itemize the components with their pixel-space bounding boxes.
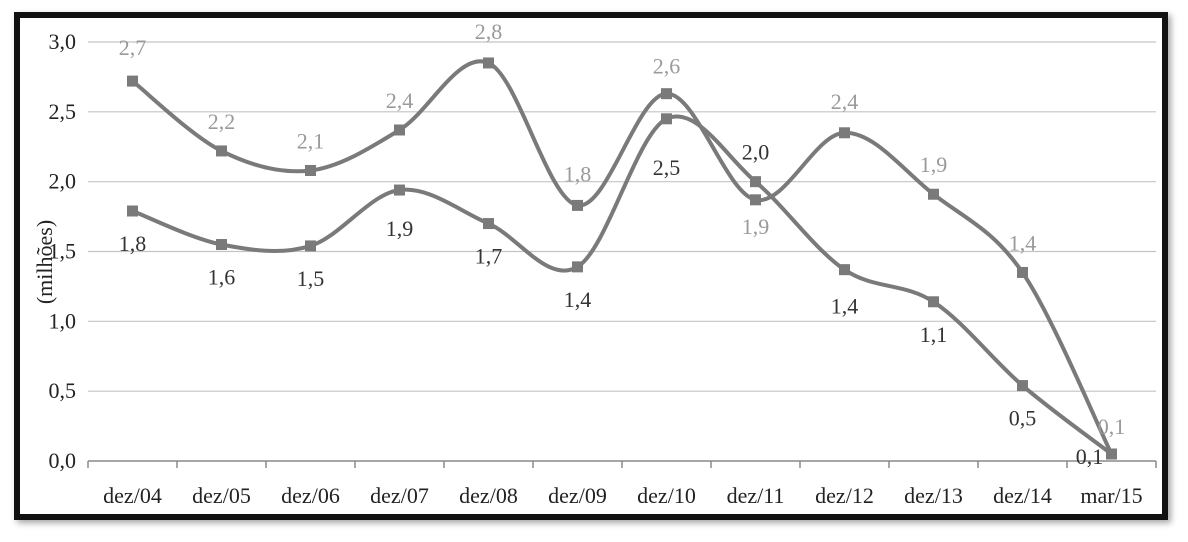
- x-tick-label: dez/11: [727, 483, 785, 508]
- data-label: 1,1: [920, 322, 948, 347]
- y-tick-label: 0,5: [49, 378, 77, 403]
- data-label: 2,2: [208, 109, 236, 134]
- data-point-marker: [483, 57, 494, 69]
- data-point-marker: [305, 240, 316, 252]
- data-label: 2,4: [831, 89, 859, 114]
- data-point-marker: [394, 124, 405, 136]
- data-label: 1,8: [119, 231, 147, 256]
- data-label: 2,4: [386, 88, 414, 113]
- x-tick-label: mar/15: [1080, 483, 1142, 508]
- x-tick-label: dez/13: [904, 483, 963, 508]
- data-point-marker: [216, 239, 227, 251]
- data-point-marker: [661, 113, 672, 125]
- data-label: 1,9: [386, 216, 414, 241]
- axes: 0,0 0,5 1,0 1,5 2,0 2,5 3,0 dez/04 dez/05 dez/06 d…: [49, 29, 1157, 508]
- x-tick-label: dez/12: [815, 483, 874, 508]
- y-tick-label: 2,5: [49, 99, 77, 124]
- data-label: 2,1: [297, 128, 325, 153]
- data-label: 1,9: [920, 152, 948, 177]
- data-label: 2,0: [742, 140, 770, 165]
- data-label: 2,7: [119, 35, 147, 60]
- data-point-marker: [394, 184, 405, 196]
- x-tick-label: dez/06: [281, 483, 340, 508]
- data-point-marker: [127, 205, 138, 217]
- data-label: 1,9: [742, 214, 770, 239]
- data-point-marker: [305, 164, 316, 176]
- data-label: 2,5: [653, 155, 681, 180]
- y-tick-label: 3,0: [49, 29, 77, 54]
- y-tick-label: 1,5: [49, 239, 77, 264]
- chart-frame: [14, 12, 1168, 520]
- data-label: 1,4: [564, 287, 592, 312]
- data-point-marker: [750, 194, 761, 206]
- data-point-marker: [1106, 448, 1117, 460]
- x-tick-label: dez/14: [993, 483, 1052, 508]
- data-point-marker: [216, 145, 227, 157]
- x-tick-label: dez/04: [103, 483, 162, 508]
- x-tick-label: dez/08: [459, 483, 518, 508]
- data-label: 2,8: [475, 19, 503, 44]
- series-line: [131, 114, 1113, 456]
- data-label: 1,6: [208, 265, 236, 290]
- data-point-marker: [750, 176, 761, 188]
- data-point-marker: [572, 199, 583, 211]
- data-label: 1,4: [831, 294, 859, 319]
- data-label: 1,8: [564, 161, 592, 186]
- x-tick-label: dez/10: [637, 483, 696, 508]
- y-tick-label: 0,0: [49, 448, 77, 473]
- data-label: 0,1: [1098, 414, 1126, 439]
- data-point-marker: [661, 88, 672, 100]
- x-tick-label: dez/07: [370, 483, 429, 508]
- data-point-marker: [1017, 380, 1028, 392]
- series-line: [131, 59, 1114, 455]
- x-tick-label: dez/05: [192, 483, 251, 508]
- y-tick-label: 1,0: [49, 308, 77, 333]
- data-point-marker: [483, 218, 494, 230]
- data-label: 1,4: [1009, 230, 1037, 255]
- data-label: 1,5: [297, 266, 325, 291]
- data-label: 0,1: [1076, 444, 1104, 469]
- data-label: 0,5: [1009, 406, 1037, 431]
- data-point-marker: [928, 296, 939, 308]
- data-label: 1,7: [475, 244, 503, 269]
- x-tick-label: dez/09: [548, 483, 607, 508]
- y-tick-label: 2,0: [49, 169, 77, 194]
- data-point-marker: [572, 261, 583, 273]
- data-point-marker: [127, 75, 138, 87]
- y-axis-label: (milhões): [32, 220, 57, 304]
- data-labels: 2,7 2,2 2,1 2,4 2,8 1,8 2,6 1,9 2,4 1,9 1,4 0,1 1,8 1…: [119, 19, 1126, 469]
- data-point-marker: [839, 264, 850, 276]
- series-lines: [127, 57, 1117, 460]
- data-point-marker: [839, 127, 850, 139]
- data-point-marker: [1017, 266, 1028, 278]
- data-point-marker: [928, 188, 939, 200]
- gridlines: [88, 41, 1156, 392]
- data-label: 2,6: [653, 54, 681, 79]
